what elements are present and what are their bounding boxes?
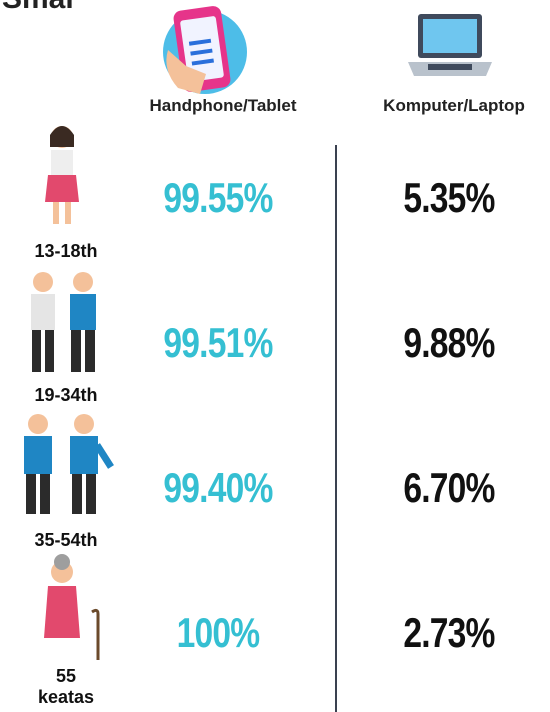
person-icon	[44, 554, 98, 660]
age-label: 19-34th	[11, 385, 121, 406]
value: 99.51%	[138, 319, 298, 367]
value: 99.55%	[138, 174, 298, 222]
age-label: 13-18th	[11, 241, 121, 262]
age-label: keatas	[11, 687, 121, 708]
person-icon	[24, 414, 111, 514]
column-header: Komputer/Laptop	[349, 96, 550, 116]
age-label: 35-54th	[11, 530, 121, 551]
age-label: 55	[11, 666, 121, 687]
value: 9.88%	[369, 319, 529, 367]
laptop-icon	[408, 14, 492, 76]
value: 100%	[138, 609, 298, 657]
phone-icon	[163, 5, 247, 94]
person-icon	[45, 126, 79, 224]
page: {"header": {"title": "Smar"}, "columns":…	[0, 0, 550, 712]
divider	[335, 145, 337, 712]
person-icon	[31, 272, 96, 372]
column-header: Handphone/Tablet	[118, 96, 328, 116]
value: 6.70%	[369, 464, 529, 512]
value: 2.73%	[369, 609, 529, 657]
value: 5.35%	[369, 174, 529, 222]
value: 99.40%	[138, 464, 298, 512]
